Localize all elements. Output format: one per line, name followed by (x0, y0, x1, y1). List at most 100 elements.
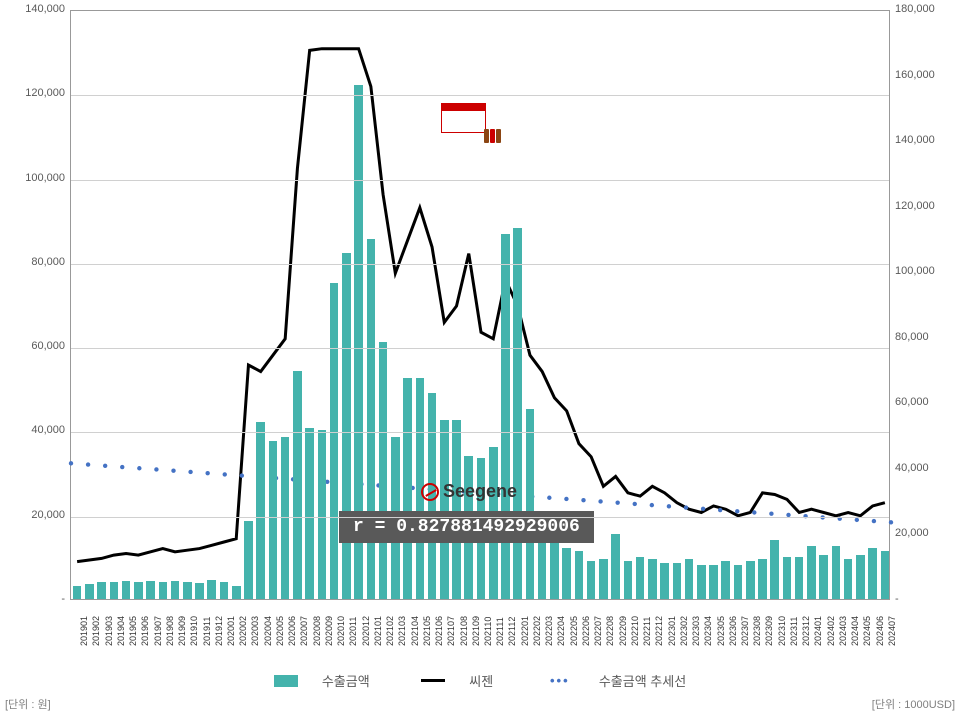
bar (159, 582, 168, 599)
y-tick-left: - (5, 593, 65, 605)
bar (281, 437, 290, 599)
trend-dot (855, 518, 859, 522)
bar (452, 420, 461, 599)
x-tick: 202110 (483, 617, 493, 646)
bar (171, 581, 180, 599)
trend-dot (154, 467, 158, 471)
x-tick: 202307 (740, 616, 750, 646)
bar (367, 239, 376, 599)
x-tick: 201912 (214, 616, 224, 646)
x-tick: 202202 (532, 616, 542, 646)
bar (587, 561, 596, 599)
x-tick: 201910 (189, 616, 199, 646)
x-tick: 202105 (422, 616, 432, 646)
trend-dot (735, 509, 739, 513)
x-tick: 202301 (667, 616, 677, 646)
x-tick: 202102 (385, 616, 395, 646)
x-tick: 202107 (446, 616, 456, 646)
bar (832, 546, 841, 599)
bar (721, 561, 730, 599)
bar (342, 253, 351, 599)
bar (575, 551, 584, 599)
bar (146, 581, 155, 599)
bar (183, 582, 192, 599)
trend-dot (240, 473, 244, 477)
x-tick: 202010 (336, 616, 346, 646)
x-tick: 202104 (410, 616, 420, 646)
x-tick: 202005 (275, 616, 285, 646)
trend-dot (615, 500, 619, 504)
bar (440, 420, 449, 599)
product-image (441, 103, 501, 143)
x-tick: 202302 (679, 616, 689, 646)
trend-dot (598, 499, 602, 503)
x-tick: 202111 (495, 617, 505, 646)
bar (269, 441, 278, 599)
x-tick: 202309 (764, 616, 774, 646)
chart-container: Seegene r = 0.827881492929006 - 20,000 40,… (0, 0, 960, 720)
bar (220, 582, 229, 599)
x-tick: 202312 (801, 616, 811, 646)
bar (232, 586, 241, 599)
bar (195, 583, 204, 599)
trend-dot (581, 498, 585, 502)
x-tick: 202402 (826, 616, 836, 646)
x-tick: 202011 (348, 617, 358, 646)
bar (734, 565, 743, 599)
trend-dot (171, 469, 175, 473)
y-tick-left: 120,000 (5, 87, 65, 99)
x-tick: 201906 (140, 616, 150, 646)
y-tick-right: 120,000 (895, 200, 955, 212)
x-tick: 202210 (630, 616, 640, 646)
bar (770, 540, 779, 599)
bar (746, 561, 755, 599)
bar (256, 422, 265, 599)
bar (599, 559, 608, 599)
plot-area: Seegene r = 0.827881492929006 (70, 10, 890, 600)
y-tick-right: - (895, 593, 955, 605)
bar (660, 563, 669, 599)
trend-dot (69, 461, 73, 465)
y-tick-right: 40,000 (895, 462, 955, 474)
x-tick: 202103 (397, 616, 407, 646)
x-tick: 202308 (752, 616, 762, 646)
bar (97, 582, 106, 599)
x-tick: 202407 (887, 616, 897, 646)
y-tick-right: 20,000 (895, 527, 955, 539)
bar (305, 428, 314, 599)
x-tick: 202403 (838, 616, 848, 646)
legend-line: 씨젠 (409, 671, 505, 690)
bar (783, 557, 792, 599)
bar (881, 551, 890, 599)
x-tick: 202311 (789, 617, 799, 646)
x-tick: 202012 (361, 616, 371, 646)
bar (330, 283, 339, 599)
bar (697, 565, 706, 599)
x-tick: 202406 (875, 616, 885, 646)
bar (513, 228, 522, 599)
legend-trend: •••수출금액 추세선 (533, 671, 698, 690)
x-tick: 202007 (299, 616, 309, 646)
y-tick-left: 40,000 (5, 424, 65, 436)
x-tick: 202401 (813, 616, 823, 646)
x-tick: 202001 (226, 616, 236, 646)
bar (293, 371, 302, 599)
x-tick: 202306 (728, 616, 738, 646)
r-value-text: r = 0.827881492929006 (353, 517, 580, 537)
trend-dot (701, 507, 705, 511)
x-tick: 201901 (79, 616, 89, 646)
x-tick: 202207 (593, 616, 603, 646)
bar (844, 559, 853, 599)
bar (868, 548, 877, 599)
bar (807, 546, 816, 599)
x-tick: 202002 (238, 616, 248, 646)
trend-dot (564, 497, 568, 501)
bar (244, 521, 253, 599)
bar (501, 234, 510, 599)
bar (85, 584, 94, 599)
trend-dot (120, 465, 124, 469)
trend-dot (137, 466, 141, 470)
y-tick-right: 100,000 (895, 265, 955, 277)
x-tick: 202004 (263, 616, 273, 646)
trend-dot (667, 504, 671, 508)
